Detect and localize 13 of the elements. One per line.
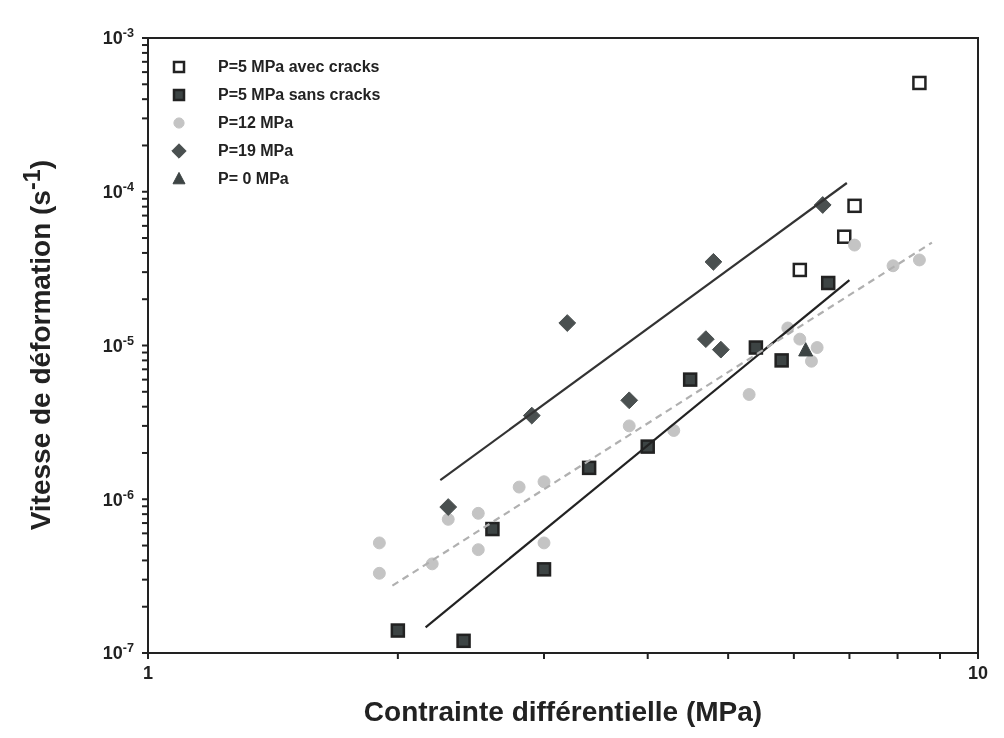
y-tick-label: 10$^{-4}$ xyxy=(102,180,134,203)
y-tick-label: 10$^{-6}$ xyxy=(102,487,134,510)
legend-label: P=12 MPa xyxy=(218,114,294,132)
y-tick-label: 10$^{-3}$ xyxy=(102,26,134,49)
x-tick-label: 1 xyxy=(142,663,154,683)
y-tick-label: 10$^{-7}$ xyxy=(102,641,134,664)
x-tick-label: 10 xyxy=(967,663,989,683)
legend-label: P=19 MPa xyxy=(218,142,294,160)
x-axis-title: Contrainte différentielle (MPa) xyxy=(362,696,764,728)
legend-label: P= 0 MPa xyxy=(218,170,289,188)
y-tick-label: 10$^{-5}$ xyxy=(102,333,134,356)
legend-label: P=5 MPa avec cracks xyxy=(218,58,380,76)
legend-label: P=5 MPa sans cracks xyxy=(218,86,381,104)
